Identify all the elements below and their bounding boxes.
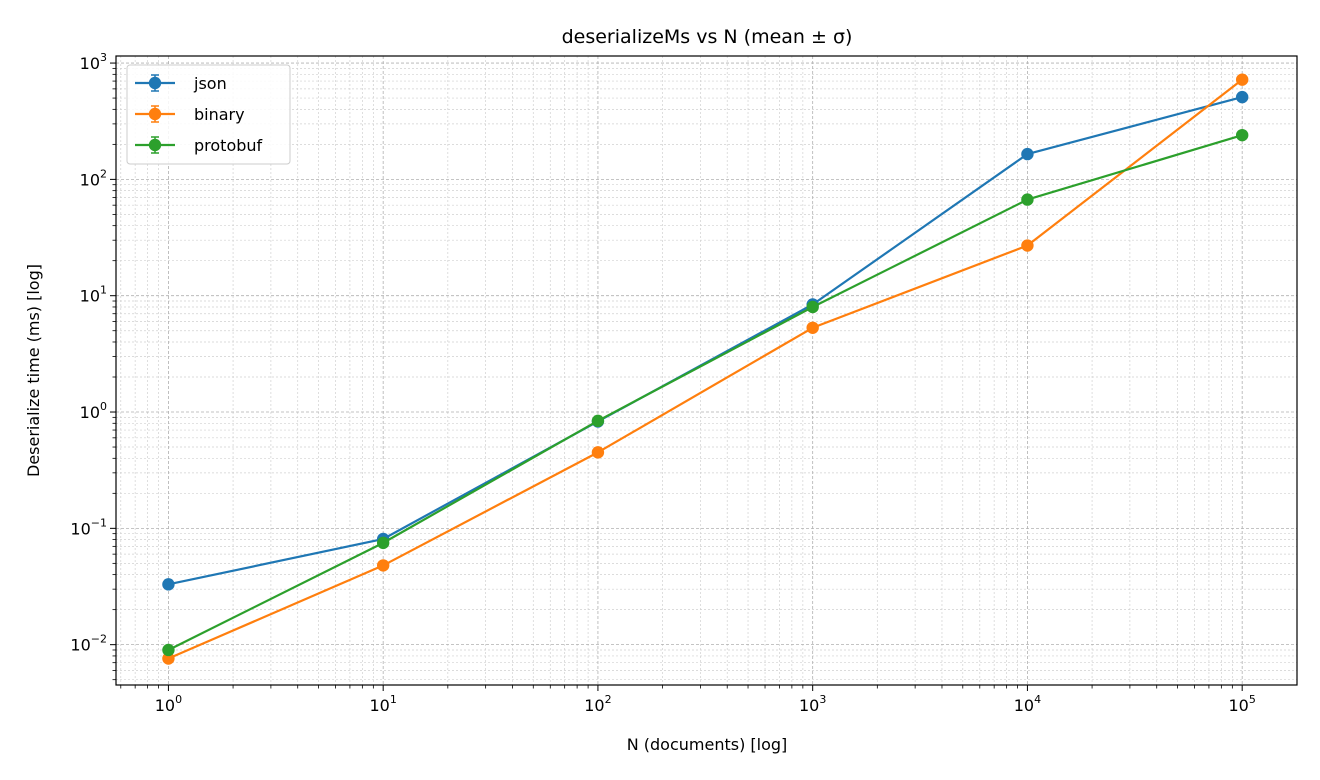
x-tick-exponent: 4 <box>1034 693 1041 706</box>
data-point-json <box>1235 90 1249 104</box>
y-tick-exponent: 1 <box>100 284 107 297</box>
x-tick-exponent: 5 <box>1249 693 1256 706</box>
y-axis-label: Deserialize time (ms) [log] <box>24 264 43 477</box>
y-tick-label: 100 <box>80 400 107 422</box>
series-binary <box>162 73 1249 665</box>
x-tick-base: 10 <box>155 696 175 715</box>
legend-marker <box>148 76 162 90</box>
x-tick-label: 105 <box>1229 693 1256 715</box>
x-tick-label: 104 <box>1014 693 1041 715</box>
data-point-binary <box>1021 239 1034 252</box>
x-tick-base: 10 <box>1014 696 1034 715</box>
plot-frame <box>115 55 1298 686</box>
series-layer <box>162 73 1249 665</box>
series-line-binary <box>167 78 1243 660</box>
data-point-binary <box>806 321 819 334</box>
y-tick-base: 10 <box>70 636 90 655</box>
series-line-protobuf <box>167 134 1243 651</box>
legend-item-json: json <box>135 74 227 93</box>
y-tick-label: 10−1 <box>70 516 107 538</box>
major-grid <box>116 56 1297 685</box>
data-point-json <box>162 578 175 591</box>
y-tick-base: 10 <box>70 519 90 538</box>
y-tick-exponent: 0 <box>100 400 107 413</box>
x-tick-label: 102 <box>584 693 611 715</box>
x-axis-label: N (documents) [log] <box>627 735 788 754</box>
x-tick-base: 10 <box>1229 696 1249 715</box>
data-point-binary <box>1235 73 1249 86</box>
y-tick-exponent: −1 <box>91 516 107 529</box>
x-tick-label: 100 <box>155 693 182 715</box>
y-tick-exponent: 2 <box>100 167 107 180</box>
y-tick-base: 10 <box>80 287 100 306</box>
legend-label-json: json <box>193 74 227 93</box>
data-point-protobuf <box>1021 193 1034 206</box>
x-tick-exponent: 1 <box>390 693 397 706</box>
y-tick-base: 10 <box>80 403 100 422</box>
y-tick-label: 10−2 <box>70 633 107 655</box>
x-tick-exponent: 0 <box>175 693 182 706</box>
x-tick-label: 103 <box>799 693 826 715</box>
y-tick-label: 102 <box>80 167 107 189</box>
legend-box <box>126 64 291 165</box>
x-tick-base: 10 <box>584 696 604 715</box>
x-tick-label: 101 <box>369 693 396 715</box>
data-point-protobuf <box>806 300 819 314</box>
data-point-binary <box>591 446 605 459</box>
y-tick-exponent: 3 <box>100 51 107 64</box>
legend-marker <box>148 107 162 121</box>
y-tick-label: 101 <box>80 284 107 306</box>
y-tick-base: 10 <box>80 170 100 189</box>
series-protobuf <box>162 128 1249 657</box>
x-tick-base: 10 <box>799 696 819 715</box>
data-point-binary <box>376 559 390 572</box>
y-tick-label: 103 <box>80 51 107 73</box>
x-tick-exponent: 2 <box>605 693 612 706</box>
legend: json binary protobuf <box>126 64 291 165</box>
data-point-protobuf <box>1235 128 1249 142</box>
legend-label-protobuf: protobuf <box>194 136 263 155</box>
data-point-protobuf <box>376 536 390 550</box>
data-point-json <box>1021 147 1034 161</box>
legend-label-binary: binary <box>194 105 245 124</box>
legend-marker <box>148 138 162 152</box>
legend-item-protobuf: protobuf <box>135 136 263 155</box>
x-tick-base: 10 <box>369 696 389 715</box>
data-point-protobuf <box>162 643 175 657</box>
y-tick-base: 10 <box>80 54 100 73</box>
chart-title: deserializeMs vs N (mean ± σ) <box>562 26 853 48</box>
data-point-protobuf <box>591 414 605 428</box>
x-tick-exponent: 3 <box>819 693 826 706</box>
x-axis: 100 101 102 103 104 105 <box>120 685 1256 715</box>
data-point-binary <box>162 652 175 665</box>
legend-item-binary: binary <box>135 105 245 124</box>
y-tick-exponent: −2 <box>91 633 107 646</box>
